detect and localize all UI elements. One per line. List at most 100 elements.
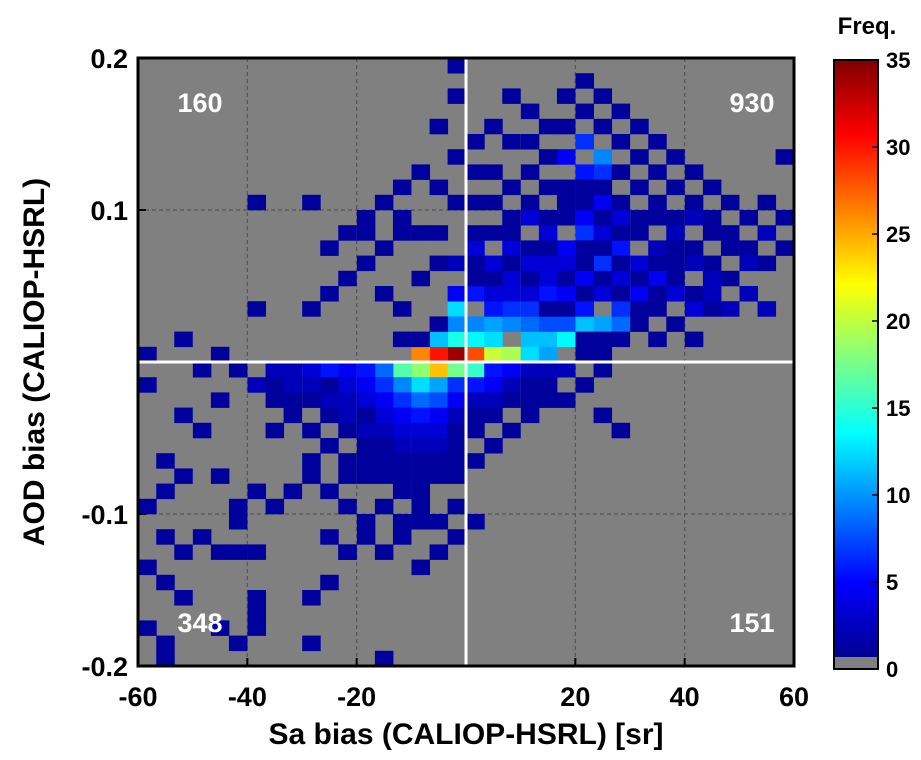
- heatmap-cell: [630, 179, 649, 196]
- heatmap-cell: [447, 301, 467, 317]
- heatmap-cell: [247, 605, 267, 621]
- heatmap-cell: [392, 468, 412, 484]
- heatmap-cell: [138, 346, 157, 363]
- heatmap-cell: [484, 194, 503, 211]
- heatmap-cell: [411, 407, 431, 424]
- heatmap-cell: [520, 331, 540, 348]
- heatmap-cell: [520, 407, 540, 424]
- heatmap-cell: [702, 225, 722, 241]
- y-tick-label: -0.1: [81, 500, 128, 530]
- heatmap-cell: [538, 210, 558, 226]
- heatmap-cell: [502, 286, 521, 302]
- heatmap-cell: [356, 453, 376, 469]
- heatmap-cell: [174, 331, 193, 348]
- heatmap-cell: [520, 346, 540, 363]
- heatmap-cell: [447, 331, 467, 348]
- x-tick-label: 60: [779, 682, 809, 712]
- heatmap-cell: [392, 210, 412, 226]
- heatmap-cell: [429, 438, 449, 454]
- heatmap-cell: [374, 453, 394, 469]
- heatmap-cell: [684, 286, 704, 302]
- heatmap-cell: [556, 270, 576, 287]
- heatmap-cell: [593, 270, 613, 287]
- heatmap-cell: [702, 286, 722, 302]
- heatmap-cell: [283, 483, 303, 500]
- heatmap-cell: [593, 194, 613, 211]
- heatmap-cell: [702, 301, 722, 317]
- x-tick-label: 40: [670, 682, 700, 712]
- heatmap-cell: [447, 316, 467, 332]
- heatmap-cell: [720, 240, 740, 256]
- heatmap-cell: [447, 149, 467, 165]
- heatmap-cell: [466, 422, 485, 439]
- heatmap-cell: [648, 194, 667, 211]
- heatmap-cell: [320, 407, 339, 424]
- heatmap-cell: [630, 149, 649, 165]
- heatmap-cell: [411, 498, 431, 515]
- heatmap-cell: [338, 498, 357, 515]
- heatmap-cell: [593, 164, 613, 180]
- heatmap-cell: [538, 179, 558, 196]
- heatmap-cell: [320, 574, 339, 591]
- heatmap-cell: [228, 514, 248, 530]
- heatmap-cell: [466, 255, 485, 272]
- heatmap-cell: [156, 650, 175, 666]
- heatmap-cell: [611, 103, 631, 120]
- heatmap-cell: [611, 240, 631, 256]
- heatmap-cell: [484, 362, 503, 378]
- heatmap-cell: [556, 362, 576, 378]
- heatmap-cell: [556, 210, 576, 226]
- heatmap-cell: [611, 270, 631, 287]
- heatmap-cell: [720, 225, 740, 241]
- heatmap-cell: [484, 377, 503, 393]
- heatmap-cell: [556, 179, 576, 196]
- heatmap-cell: [466, 331, 485, 348]
- heatmap-cell: [684, 240, 704, 256]
- heatmap-cell: [302, 590, 321, 606]
- heatmap-cell: [265, 498, 285, 515]
- heatmap-cell: [556, 316, 576, 332]
- heatmap-cell: [648, 164, 667, 180]
- heatmap-cell: [302, 453, 321, 469]
- heatmap-cell: [648, 301, 667, 317]
- heatmap-cell: [630, 225, 649, 241]
- heatmap-cell: [374, 377, 394, 393]
- heatmap-cell: [138, 620, 157, 636]
- heatmap-cell: [320, 438, 339, 454]
- heatmap-cell: [283, 407, 303, 424]
- heatmap-cell: [447, 453, 467, 469]
- heatmap-cell: [210, 468, 230, 484]
- heatmap-cell: [210, 392, 230, 408]
- heatmap-cell: [684, 301, 704, 317]
- heatmap-cell: [520, 255, 540, 272]
- heatmap-cell: [447, 255, 467, 272]
- heatmap-cell: [538, 331, 558, 348]
- heatmap-cell: [429, 514, 449, 530]
- heatmap-cell: [466, 316, 485, 332]
- heatmap-cell: [556, 194, 576, 211]
- heatmap-cell: [538, 118, 558, 135]
- heatmap-cell: [429, 453, 449, 469]
- heatmap-cell: [374, 438, 394, 454]
- heatmap-cell: [611, 331, 631, 348]
- heatmap-cell: [611, 194, 631, 211]
- heatmap-cell: [630, 270, 649, 287]
- heatmap-cell: [411, 438, 431, 454]
- heatmap-cell: [593, 149, 613, 165]
- heatmap-cell: [502, 392, 521, 408]
- heatmap-cell: [392, 483, 412, 500]
- heatmap-cell: [338, 422, 357, 439]
- heatmap-cell: [356, 377, 376, 393]
- heatmap-cell: [356, 468, 376, 484]
- heatmap-cell: [630, 286, 649, 302]
- heatmap-cell: [684, 194, 704, 211]
- heatmap-cell: [374, 240, 394, 256]
- heatmap-cell: [356, 362, 376, 378]
- heatmap-cell: [520, 377, 540, 393]
- heatmap-cell: [739, 210, 759, 226]
- colorbar-ticks: 0 5 10 15 20 25 30 35: [872, 48, 910, 682]
- heatmap-cell: [356, 407, 376, 424]
- y-tick-label: 0.2: [90, 44, 128, 74]
- heatmap-cell: [502, 255, 521, 272]
- heatmap-cell: [411, 377, 431, 393]
